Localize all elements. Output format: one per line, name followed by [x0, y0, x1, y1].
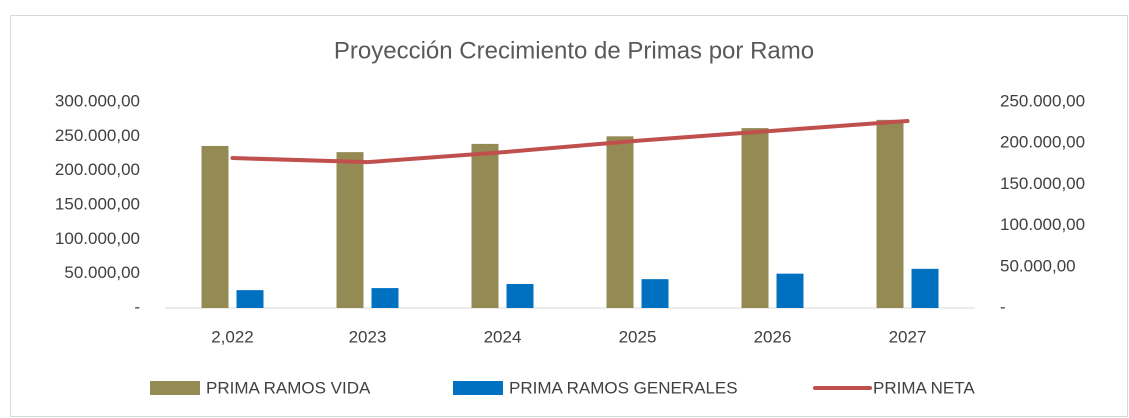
chart-frame: [10, 15, 1128, 417]
bar: [606, 136, 634, 308]
legend-swatch: [150, 381, 200, 395]
y-tick-label: 100.000,00: [55, 229, 140, 248]
bar: [236, 290, 264, 308]
bar: [641, 279, 669, 308]
line-series: [230, 118, 910, 165]
bar: [201, 145, 229, 308]
y2-tick-label: 50.000,00: [1000, 256, 1076, 275]
y-tick-label: 300.000,00: [55, 91, 140, 110]
y2-tick-label: 150.000,00: [1000, 174, 1085, 193]
y-tick-label: 150.000,00: [55, 194, 140, 213]
x-tick-label: 2,022: [211, 327, 254, 346]
y-tick-label: -: [134, 297, 140, 316]
y2-tick-label: 200.000,00: [1000, 133, 1085, 152]
bar: [911, 268, 939, 308]
legend-label: PRIMA RAMOS GENERALES: [509, 378, 738, 397]
x-tick-label: 2023: [349, 327, 387, 346]
x-tick-label: 2027: [889, 327, 927, 346]
bar: [776, 273, 804, 308]
bar: [471, 143, 499, 308]
bar: [741, 128, 769, 308]
legend-swatch: [453, 381, 503, 395]
bar: [371, 288, 399, 308]
bar: [336, 152, 364, 308]
legend-label: PRIMA RAMOS VIDA: [206, 378, 371, 397]
x-tick-label: 2024: [484, 327, 522, 346]
y-tick-label: 50.000,00: [64, 263, 140, 282]
bar: [506, 283, 534, 308]
y2-tick-label: -: [1000, 297, 1006, 316]
x-tick-label: 2026: [754, 327, 792, 346]
y-tick-label: 250.000,00: [55, 126, 140, 145]
y2-tick-label: 100.000,00: [1000, 215, 1085, 234]
x-tick-label: 2025: [619, 327, 657, 346]
legend-label: PRIMA NETA: [873, 378, 975, 397]
chart-title: Proyección Crecimiento de Primas por Ram…: [334, 37, 814, 64]
bar: [876, 119, 904, 308]
y-tick-label: 200.000,00: [55, 160, 140, 179]
y2-tick-label: 250.000,00: [1000, 91, 1085, 110]
